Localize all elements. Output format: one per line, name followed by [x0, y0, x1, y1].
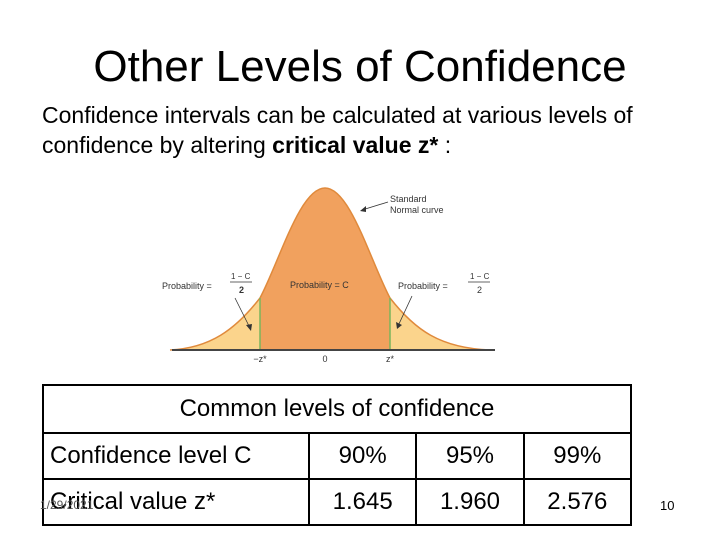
prob-left-num: 1 − C — [231, 272, 251, 281]
cell-critical-2576: 2.576 — [522, 478, 633, 526]
normal-curve — [169, 187, 491, 351]
normal-curve-figure: −z* 0 z* Standard Normal curve Probabili… — [162, 187, 495, 364]
right-tail-area — [390, 298, 490, 350]
table-caption: Common levels of confidence — [42, 384, 632, 434]
intro-prefix: Confidence intervals can be calculated a… — [42, 102, 633, 158]
intro-suffix: : — [438, 132, 452, 158]
prob-left-arrow — [234, 297, 251, 329]
prob-right-num: 1 − C — [470, 272, 490, 281]
row-label-confidence: Confidence level C — [42, 432, 310, 480]
confidence-table: Common levels of confidence Confidence l… — [42, 384, 633, 526]
prob-right-arrowhead — [396, 322, 402, 329]
standard-arrow — [361, 201, 389, 211]
cell-confidence-90: 90% — [307, 432, 418, 480]
cell-confidence-99: 99% — [522, 432, 633, 480]
prob-left-arrowhead — [246, 324, 252, 331]
tick-neg-z: −z* — [253, 354, 267, 364]
center-area — [260, 188, 390, 350]
tick-pos-z: z* — [386, 354, 395, 364]
prob-left-den: 2 — [239, 285, 244, 295]
prob-right-den: 2 — [477, 285, 482, 295]
intro-bold: critical value z* — [272, 132, 439, 158]
row-label-critical: Critical value z* — [42, 478, 310, 526]
left-tail-area — [170, 298, 260, 350]
prob-right-arrow — [397, 295, 413, 327]
standard-label-1: Standard — [390, 194, 427, 204]
slide-title: Other Levels of Confidence — [93, 42, 627, 91]
intro-text: Confidence intervals can be calculated a… — [42, 100, 682, 160]
cell-critical-1960: 1.960 — [415, 478, 525, 526]
prob-center-label: Probability = C — [290, 280, 349, 290]
prob-left-label: Probability = — [162, 281, 212, 291]
page-number: 10 — [660, 498, 675, 513]
prob-right-label: Probability = — [398, 281, 448, 291]
standard-arrowhead — [360, 206, 366, 212]
cell-critical-1645: 1.645 — [307, 478, 418, 526]
slide-date: 1/29/2021 — [40, 498, 94, 512]
cell-confidence-95: 95% — [415, 432, 525, 480]
tick-zero: 0 — [322, 354, 327, 364]
standard-label-2: Normal curve — [390, 205, 444, 215]
